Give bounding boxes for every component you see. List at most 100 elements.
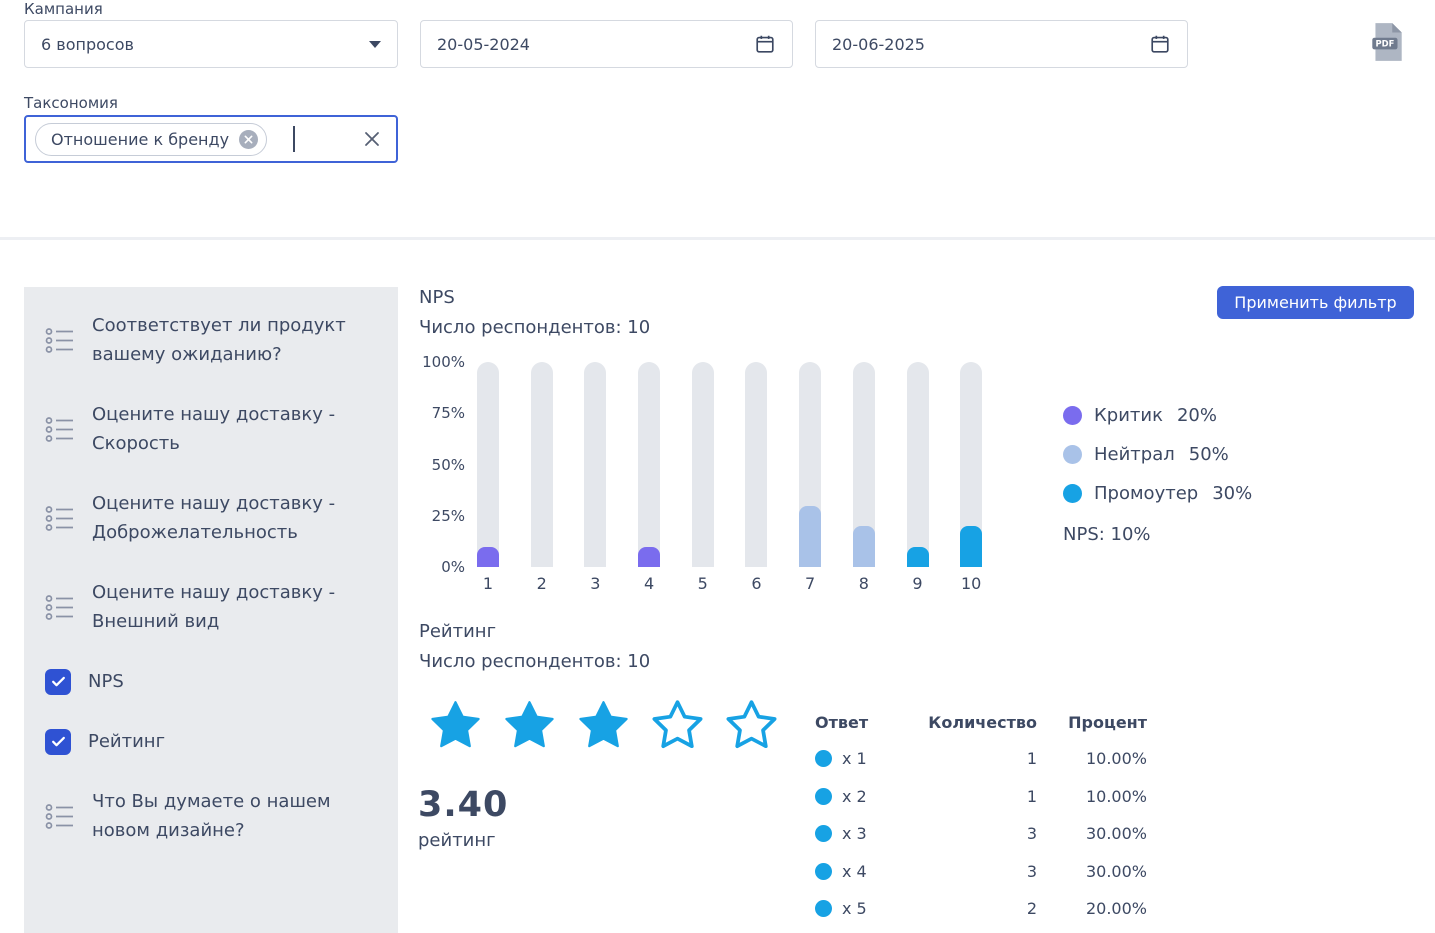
sidebar-item-label: Что Вы думаете о нашем новом дизайне?: [92, 791, 331, 841]
rating-average: 3.40: [418, 785, 509, 825]
answer-dot-icon: [815, 825, 832, 843]
bar-track: [906, 362, 929, 567]
rating-respondents: Число респондентов: 10: [419, 651, 651, 672]
sidebar-item-label: Оцените нашу доставку - Внешний вид: [92, 582, 336, 632]
answer-cell: x 5: [815, 899, 927, 918]
date-to-input[interactable]: 20-06-2025: [815, 20, 1188, 68]
chevron-down-icon: [369, 40, 381, 48]
answer-label: x 2: [842, 786, 867, 806]
bar-column: 3: [584, 362, 607, 593]
bar-track: [638, 362, 661, 567]
date-from-value: 20-05-2024: [437, 34, 530, 54]
star-outline-icon: [725, 700, 778, 753]
question-list-icon: [45, 594, 75, 621]
bar-column: 8: [852, 362, 875, 593]
percent-cell: 30.00%: [1085, 861, 1147, 881]
sidebar-item[interactable]: Рейтинг: [45, 727, 382, 756]
answer-label: x 1: [842, 749, 867, 769]
bar-column: 1: [477, 362, 499, 593]
x-axis-label: 2: [536, 574, 547, 593]
table-header-cell: Процент: [1068, 712, 1147, 732]
question-list-icon: [45, 327, 75, 354]
answer-cell: x 1: [815, 749, 927, 768]
legend-dot-icon: [1063, 483, 1082, 503]
sidebar-item-label: Рейтинг: [88, 731, 166, 752]
bar-track: [530, 362, 553, 567]
count-cell: 2: [1026, 899, 1037, 919]
legend-value: 20%: [1176, 404, 1217, 426]
sidebar-item-label: NPS: [88, 671, 124, 692]
answer-cell: x 2: [815, 787, 927, 806]
bar-column: 10: [960, 362, 983, 593]
chip-remove-icon[interactable]: [239, 129, 259, 149]
y-axis-tick: 100%: [422, 353, 465, 371]
question-list-icon: [45, 416, 75, 443]
sidebar-item-label: Соответствует ли продукт вашему ожиданию…: [92, 315, 346, 365]
y-axis-tick: 25%: [431, 506, 465, 525]
count-cell: 3: [1026, 824, 1037, 844]
rating-table-header: Ответ Количество Процент: [815, 704, 1147, 740]
bar-fill: [906, 546, 929, 567]
bar-track: [477, 362, 499, 567]
nps-respondents: Число респондентов: 10: [419, 317, 651, 338]
bar-column: 9: [906, 362, 929, 593]
text-cursor: [293, 126, 296, 152]
checkbox-checked-icon[interactable]: [45, 668, 71, 695]
bar-fill: [852, 526, 875, 567]
nps-score: NPS: 10%: [1063, 524, 1151, 545]
nps-section-title: NPS: [419, 287, 455, 308]
calendar-icon[interactable]: [754, 33, 776, 55]
calendar-icon[interactable]: [1149, 33, 1171, 55]
pdf-export-icon[interactable]: PDF: [1366, 20, 1408, 64]
count-cell: 3: [1026, 861, 1037, 881]
bar-fill: [638, 546, 661, 567]
taxonomy-input[interactable]: Отношение к бренду: [24, 115, 398, 163]
sidebar-item[interactable]: Оцените нашу доставку - Внешний вид: [45, 578, 382, 636]
bar-track: [691, 362, 714, 567]
section-divider: [0, 237, 1435, 240]
table-row: x 1 1 10.00%: [815, 740, 1147, 778]
checkbox-checked-icon[interactable]: [45, 728, 71, 755]
answer-dot-icon: [815, 900, 832, 918]
legend-item: Промоутер 30%: [1063, 481, 1252, 505]
bar-track: [960, 362, 983, 567]
x-axis-label: 10: [961, 574, 982, 593]
y-axis-tick: 0%: [441, 558, 465, 576]
count-cell: 1: [1026, 786, 1037, 806]
sidebar-item[interactable]: Соответствует ли продукт вашему ожиданию…: [45, 311, 382, 369]
legend-value: 30%: [1212, 482, 1253, 504]
rating-stars: [429, 700, 778, 753]
table-header-cell: Ответ: [815, 712, 869, 732]
campaign-select[interactable]: 6 вопросов: [24, 20, 398, 68]
sidebar-item-label: Оцените нашу доставку - Скорость: [92, 404, 336, 454]
sidebar-item[interactable]: Оцените нашу доставку - Доброжелательнос…: [45, 489, 382, 547]
x-axis-label: 4: [643, 574, 655, 593]
date-from-input[interactable]: 20-05-2024: [420, 20, 793, 68]
taxonomy-chip[interactable]: Отношение к бренду: [35, 122, 268, 156]
rating-section-title: Рейтинг: [419, 621, 497, 642]
table-row: x 3 3 30.00%: [815, 815, 1147, 853]
svg-text:PDF: PDF: [1375, 39, 1394, 49]
answer-dot-icon: [815, 750, 832, 768]
count-cell: 1: [1026, 749, 1037, 769]
apply-filter-button[interactable]: Применить фильтр: [1217, 286, 1414, 319]
bar-column: 6: [745, 362, 768, 593]
star-filled-icon: [429, 700, 482, 753]
sidebar-item[interactable]: NPS: [45, 667, 382, 696]
bar-column: 5: [691, 362, 714, 593]
legend-value: 50%: [1188, 443, 1229, 465]
x-axis-label: 6: [751, 574, 762, 593]
rating-table-body: x 1 1 10.00% x 2 1 10.00% x 3 3 30.00% x 4 3 30.00%…: [815, 740, 1147, 928]
nps-bar-chart: 100% 75% 50% 25% 0% 1 2 3 4 5 6 7 8 9 10: [404, 353, 1024, 597]
table-header-cell: Количество: [928, 712, 1037, 732]
sidebar-item[interactable]: Оцените нашу доставку - Скорость: [45, 400, 382, 458]
x-axis-label: 3: [590, 574, 601, 593]
clear-input-icon[interactable]: [362, 129, 382, 149]
legend-item: Нейтрал 50%: [1063, 442, 1252, 466]
star-filled-icon: [577, 700, 630, 753]
percent-cell: 10.00%: [1085, 749, 1147, 769]
sidebar-item[interactable]: Что Вы думаете о нашем новом дизайне?: [45, 787, 382, 845]
rating-table: Ответ Количество Процент x 1 1 10.00% x 2 1 10.…: [815, 704, 1147, 928]
nps-chart-bars: 1 2 3 4 5 6 7 8 9 10: [477, 362, 983, 593]
answer-cell: x 3: [815, 824, 927, 843]
